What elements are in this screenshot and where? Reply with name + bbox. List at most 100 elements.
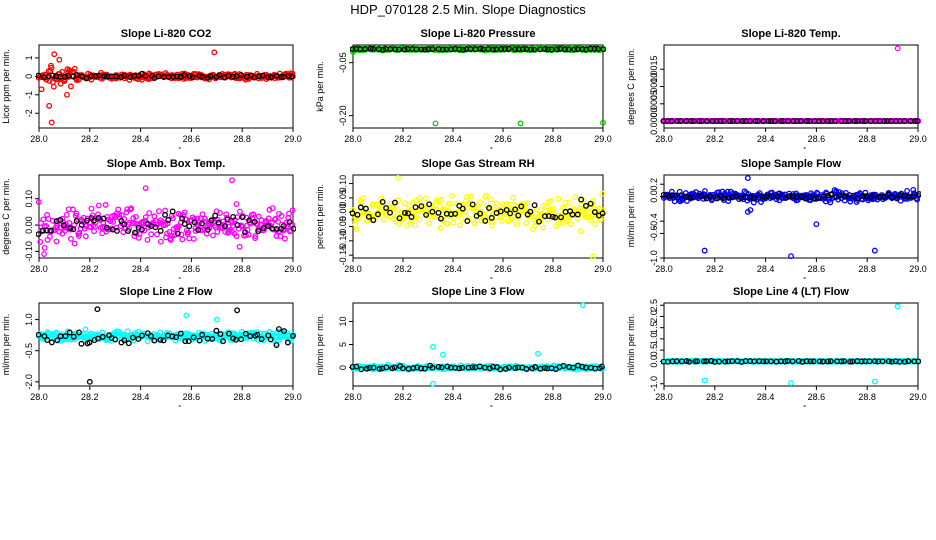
point-all xyxy=(82,233,89,240)
y-tick-label: 0.10 xyxy=(24,190,34,208)
point-selected xyxy=(101,73,108,80)
point-selected xyxy=(678,192,685,199)
point-selected xyxy=(816,358,823,365)
point-selected xyxy=(392,46,399,53)
point-selected xyxy=(83,75,90,82)
point-all xyxy=(543,203,550,210)
point-all xyxy=(142,214,149,221)
x-tick-label: 28.6 xyxy=(494,134,512,144)
point-selected xyxy=(690,194,697,201)
y-tick-label: -2.0 xyxy=(24,374,34,390)
point-selected xyxy=(182,338,189,345)
y-axis-label: percent per min. xyxy=(315,184,325,249)
point-selected xyxy=(459,364,466,371)
point-all xyxy=(540,202,547,209)
point-selected xyxy=(217,331,224,338)
point-all-outlier xyxy=(430,380,436,387)
point-selected xyxy=(40,227,46,234)
x-tick-label: 28.0 xyxy=(30,392,48,402)
point-selected xyxy=(230,213,237,220)
point-selected xyxy=(915,358,921,365)
x-tick-label: 29.0 xyxy=(909,134,927,144)
point-selected xyxy=(841,358,848,365)
x-tick-label: 28.8 xyxy=(233,134,251,144)
point-selected xyxy=(392,199,398,206)
point-selected xyxy=(842,118,849,125)
point-selected xyxy=(239,214,246,221)
point-all xyxy=(250,211,257,218)
point-selected xyxy=(405,210,412,217)
point-all-outlier xyxy=(38,86,45,93)
point-selected xyxy=(242,330,249,337)
points-pressure xyxy=(350,44,606,127)
point-selected xyxy=(515,212,522,219)
point-selected xyxy=(460,46,467,53)
point-selected xyxy=(265,223,272,230)
point-selected xyxy=(73,72,80,78)
y-tick-label: -0.15 xyxy=(338,245,348,266)
point-selected xyxy=(760,358,767,365)
point-selected xyxy=(131,229,138,236)
x-tick-label: 28.8 xyxy=(233,264,251,274)
point-selected xyxy=(96,72,103,79)
panel-line3: Slope Line 3 Flow 28.0 28.2 28.4 28.6 28.8 29.… xyxy=(315,286,612,407)
point-selected xyxy=(541,213,548,220)
point-all xyxy=(532,222,538,229)
point-selected xyxy=(501,46,508,52)
x-tick-label: 28.4 xyxy=(132,134,150,144)
y-tick-label: -0.10 xyxy=(338,231,348,252)
point-all xyxy=(380,216,387,223)
point-selected xyxy=(358,366,365,373)
point-selected xyxy=(410,365,417,371)
point-selected xyxy=(578,196,585,203)
point-all xyxy=(592,221,599,228)
point-all xyxy=(436,197,442,204)
point-all xyxy=(478,218,485,224)
plot-frame xyxy=(663,174,919,259)
point-selected xyxy=(824,118,831,125)
point-all xyxy=(217,210,223,217)
point-selected xyxy=(421,46,428,53)
point-all xyxy=(377,211,384,218)
y-tick-label: 0.0010 xyxy=(649,73,659,101)
y-tick-label: -0.05 xyxy=(338,52,348,73)
y-axis-label: ml/min per min. xyxy=(626,314,636,376)
point-all xyxy=(487,196,494,203)
point-all xyxy=(223,211,230,218)
point-all-outlier xyxy=(46,102,53,109)
point-selected xyxy=(418,203,425,210)
point-selected xyxy=(789,358,796,365)
point-all xyxy=(41,244,48,251)
x-tick-label: 28.4 xyxy=(757,134,775,144)
point-selected xyxy=(242,229,248,236)
point-selected xyxy=(186,223,193,230)
point-selected xyxy=(230,335,237,342)
panel-title: Slope Line 3 Flow xyxy=(432,286,525,298)
point-selected xyxy=(888,358,895,365)
point-selected xyxy=(391,364,398,371)
point-all xyxy=(486,214,493,221)
point-selected xyxy=(362,205,369,212)
point-all-outlier xyxy=(51,51,58,58)
point-all xyxy=(437,225,444,232)
point-selected xyxy=(713,195,720,202)
point-selected xyxy=(465,364,472,371)
panel-line4: Slope Line 4 (LT) Flow 28.0 28.2 28.4 28.6 28… xyxy=(626,286,927,407)
point-selected xyxy=(286,219,293,225)
point-selected xyxy=(486,205,492,211)
point-all xyxy=(265,215,272,222)
point-selected xyxy=(512,206,519,213)
point-selected xyxy=(354,211,361,218)
x-tick-label: 28.2 xyxy=(81,392,99,402)
point-selected xyxy=(36,331,42,338)
point-all xyxy=(233,233,240,240)
point-selected xyxy=(181,72,188,79)
point-selected xyxy=(121,72,128,79)
point-selected xyxy=(95,335,101,342)
point-all-outlier xyxy=(788,380,794,387)
point-selected xyxy=(708,357,715,364)
point-selected xyxy=(199,220,205,227)
point-selected xyxy=(281,328,288,334)
x-tick-label: 28.6 xyxy=(808,264,826,274)
point-selected xyxy=(78,340,85,347)
